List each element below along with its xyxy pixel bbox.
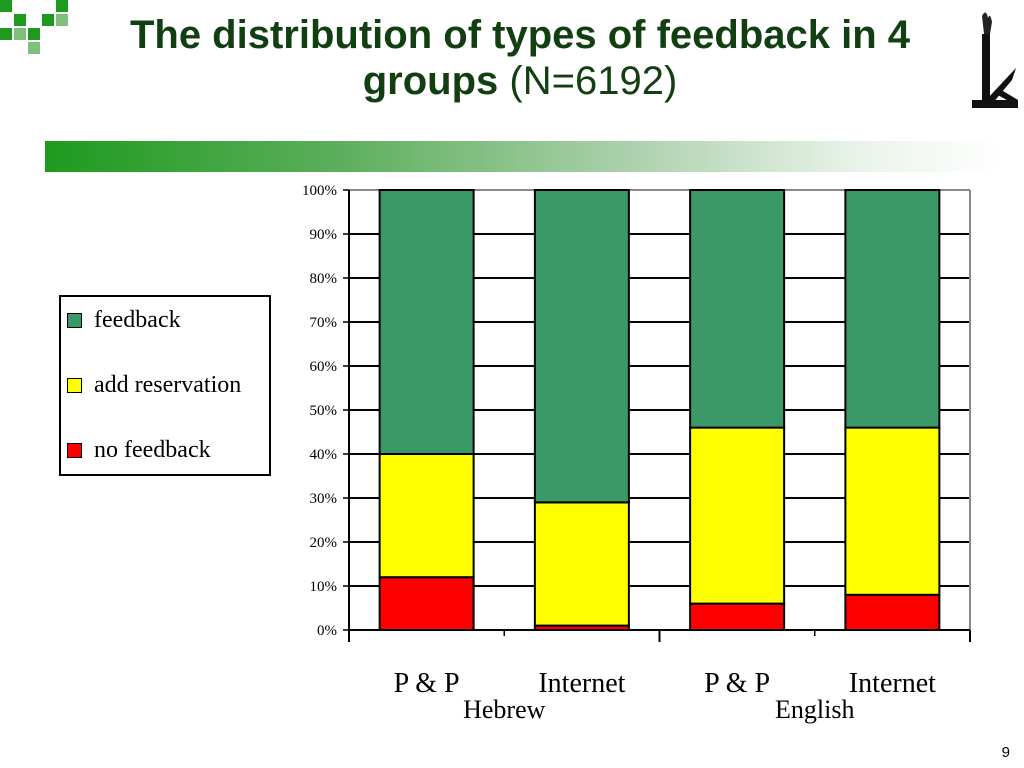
y-tick-label: 70%	[310, 315, 338, 331]
logo-squares	[0, 0, 68, 54]
x-category-label: Internet	[538, 668, 625, 699]
y-tick-label: 60%	[310, 359, 338, 375]
bar-add-reservation-0	[378, 453, 475, 579]
bar-add-reservation-2	[689, 426, 786, 605]
x-category-label: Internet	[849, 668, 936, 699]
y-tick-label: 40%	[310, 447, 338, 463]
y-tick-label: 50%	[310, 403, 338, 419]
y-tick-label: 0%	[317, 623, 337, 639]
y-tick-label: 10%	[310, 579, 338, 595]
x-category-label: P & P	[704, 668, 770, 699]
bar-no-feedback-3	[844, 593, 941, 631]
bar-feedback-0	[378, 189, 475, 455]
y-tick-label: 100%	[302, 183, 337, 199]
legend-label-feedback: feedback	[94, 306, 181, 333]
x-group-label: Hebrew	[463, 695, 546, 724]
x-category-label: P & P	[394, 668, 460, 699]
header-gradient-bar	[45, 141, 1000, 172]
legend-item-feedback: feedback	[67, 305, 181, 335]
y-tick-label: 30%	[310, 491, 338, 507]
slide-title-main: The distribution of types of feedback in…	[129, 13, 911, 103]
legend-swatch-add-reservation	[67, 377, 82, 393]
page-number: 9	[1001, 744, 1010, 761]
chart-legend: feedback add reservation no feedback	[59, 295, 271, 476]
legend-item-add-reservation: add reservation	[67, 370, 241, 400]
x-group-label: English	[775, 695, 854, 724]
bar-no-feedback-0	[378, 576, 475, 632]
slide-title-n: (N=6192)	[509, 59, 678, 103]
bar-no-feedback-2	[689, 602, 786, 631]
bar-feedback-1	[533, 189, 630, 504]
legend-item-no-feedback: no feedback	[67, 435, 211, 465]
y-tick-label: 80%	[310, 271, 338, 287]
legend-label-no-feedback: no feedback	[94, 436, 211, 463]
slide-title: The distribution of types of feedback in…	[80, 12, 960, 104]
y-tick-label: 90%	[310, 227, 338, 243]
bar-feedback-3	[844, 189, 941, 429]
corner-logo-icon	[972, 12, 1018, 108]
legend-swatch-feedback	[67, 312, 82, 328]
legend-swatch-no-feedback	[67, 442, 82, 458]
bar-feedback-2	[689, 189, 786, 429]
bar-add-reservation-3	[844, 426, 941, 596]
legend-label-add-reservation: add reservation	[94, 371, 242, 398]
y-tick-label: 20%	[310, 535, 338, 551]
bar-add-reservation-1	[533, 501, 630, 627]
